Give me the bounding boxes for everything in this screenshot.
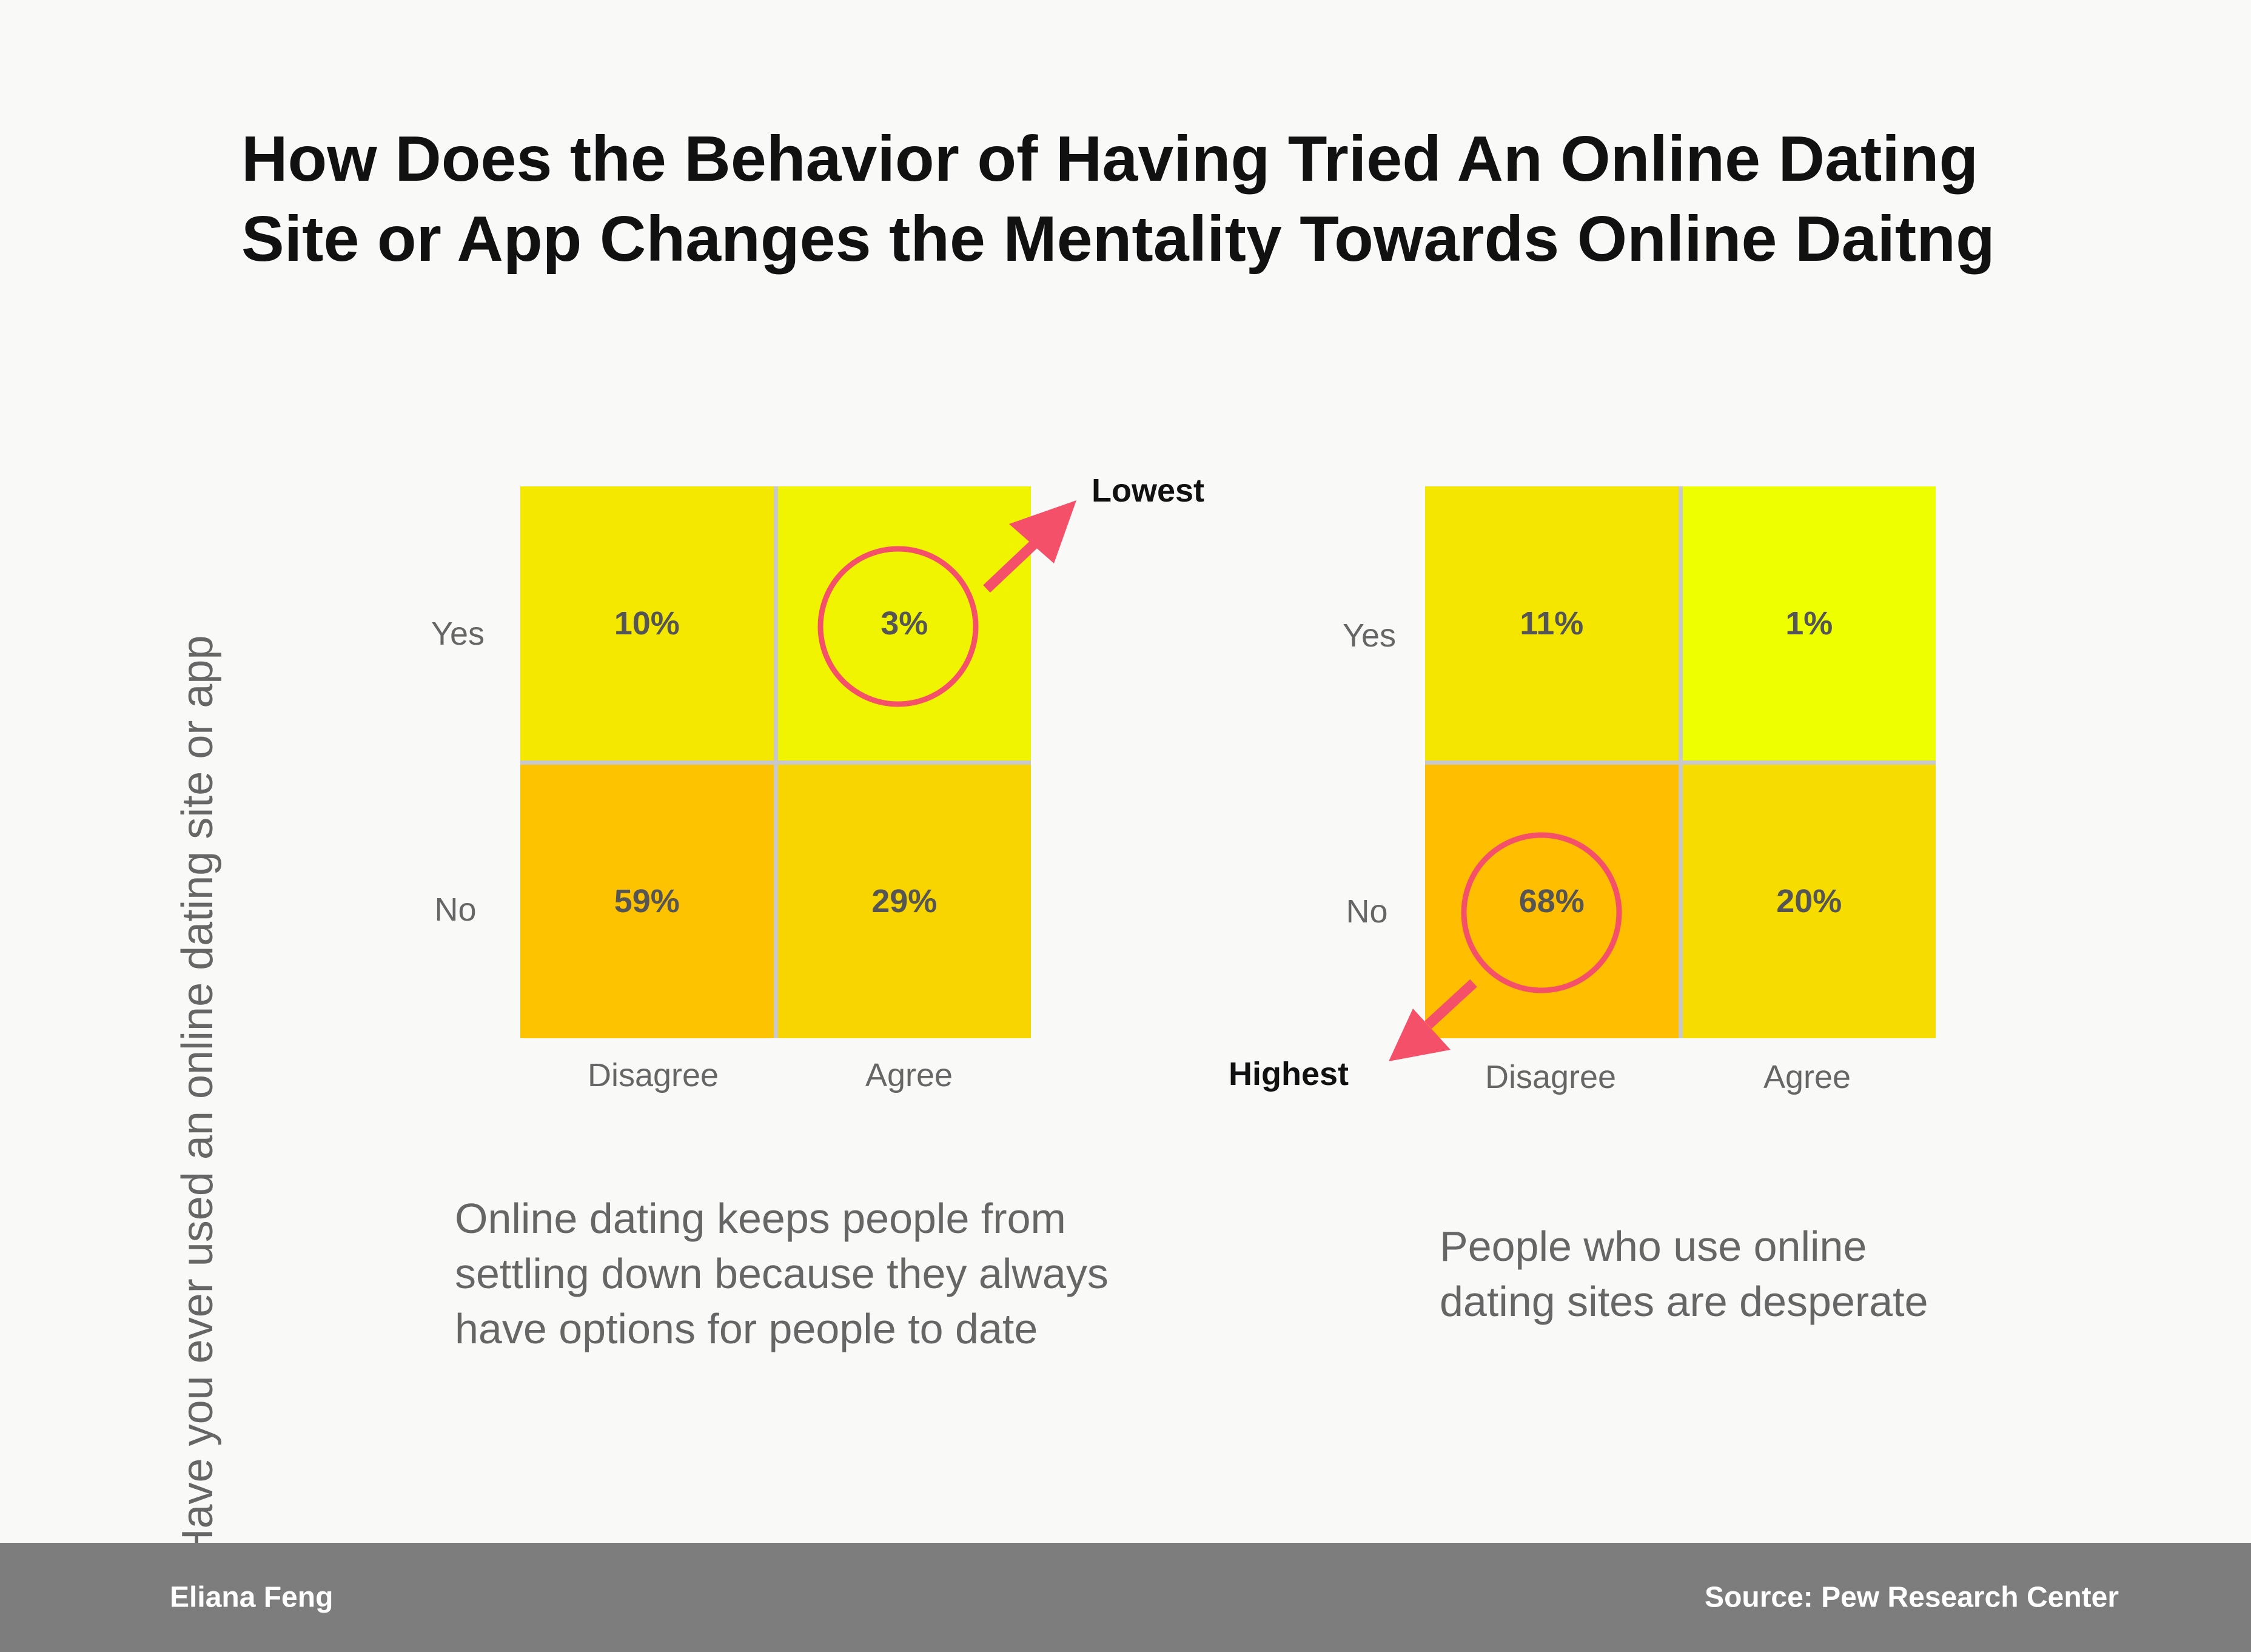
col-label-agree: Agree (865, 1057, 953, 1093)
chart-title-line: Site or App Changes the Mentality Toward… (241, 203, 1995, 275)
chart-title-line: How Does the Behavior of Having Tried An… (241, 123, 1979, 195)
highlight-circle (1461, 832, 1622, 993)
heatmap-cell: 29% (777, 764, 1031, 1038)
heatmap-settling-down: 10% 3% 59% 29% (520, 486, 1031, 1038)
col-label-disagree: Disagree (587, 1057, 719, 1093)
row-label-yes: Yes (1342, 617, 1397, 654)
chart-caption: Online dating keeps people from settling… (455, 1191, 1109, 1357)
col-label-agree: Agree (1763, 1059, 1851, 1095)
caption-line: Online dating keeps people from (455, 1195, 1066, 1242)
heatmap-cell: 59% (520, 764, 774, 1038)
caption-line: dating sites are desperate (1440, 1278, 1928, 1325)
footer-source: Source: Pew Research Center (1705, 1581, 2119, 1614)
heatmap-cell: 11% (1425, 486, 1679, 761)
callout-label-highest: Highest (1229, 1056, 1349, 1092)
chart-caption: People who use online dating sites are d… (1440, 1219, 1928, 1329)
heatmap-cell: 10% (520, 486, 774, 761)
callout-arrow-head (1009, 500, 1076, 563)
row-label-no: No (1346, 893, 1388, 930)
caption-line: have options for people to date (455, 1305, 1038, 1352)
col-label-disagree: Disagree (1484, 1059, 1617, 1095)
caption-line: People who use online (1440, 1223, 1867, 1270)
row-label-no: No (434, 891, 477, 928)
callout-arrow-shaft (983, 534, 1044, 593)
heatmap-cell: 1% (1682, 486, 1936, 761)
callout-arrow-head (1389, 1009, 1451, 1061)
row-label-yes: Yes (431, 616, 485, 652)
caption-line: settling down because they always (455, 1250, 1109, 1297)
callout-label-lowest: Lowest (1092, 472, 1205, 509)
footer-bar: Eliana Feng Source: Pew Research Center (0, 1543, 2251, 1652)
footer-author: Eliana Feng (170, 1581, 334, 1614)
chart-title: How Does the Behavior of Having Tried An… (241, 119, 2121, 279)
heatmap-cell: 20% (1682, 764, 1936, 1038)
heatmap-desperate: 11% 1% 68% 20% (1425, 486, 1936, 1038)
callout-arrow-shaft (1424, 979, 1477, 1029)
highlight-circle (817, 546, 979, 707)
